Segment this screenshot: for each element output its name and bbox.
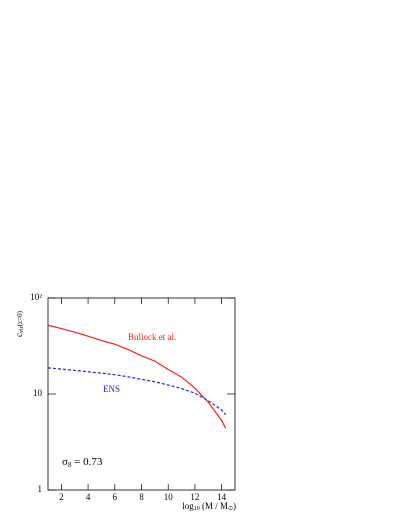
y-label-rest: (z=0) <box>16 310 24 326</box>
x-tick-label: 4 <box>86 492 91 502</box>
x-axis-label: log10 (M / M⊙) <box>182 501 236 512</box>
x-tick-label: 8 <box>139 492 144 502</box>
x-tick-label: 6 <box>113 492 118 502</box>
y-tick-label: 10² <box>30 292 42 302</box>
x-tick-label: 10 <box>164 492 174 502</box>
y-tick-label: 10 <box>33 388 43 398</box>
line-series <box>47 367 227 416</box>
x-tick-label: 2 <box>59 492 64 502</box>
annotation-rest: = 0.73 <box>71 456 102 468</box>
y-tick-label: 1 <box>38 484 43 494</box>
series-label: ENS <box>103 384 120 394</box>
line-series <box>47 324 227 429</box>
x-label-main: log <box>182 501 194 511</box>
y-label-main: c <box>14 333 24 337</box>
x-tick-label: 14 <box>217 492 227 502</box>
series-label: Bullock et al. <box>128 332 176 342</box>
y-label-sub: vir <box>19 326 25 333</box>
y-axis-label: cvir(z=0) <box>14 310 25 337</box>
x-label-sub2: ⊙ <box>228 506 233 512</box>
annotation-main: σ <box>62 456 68 468</box>
x-label-end: ) <box>233 501 236 511</box>
annotation-sub: 8 <box>68 461 72 469</box>
x-label-sub: 10 <box>194 506 200 512</box>
x-tick-label: 12 <box>190 492 199 502</box>
annotation: σ8 = 0.73 <box>62 456 103 469</box>
x-label-rest: (M / M <box>200 501 228 511</box>
